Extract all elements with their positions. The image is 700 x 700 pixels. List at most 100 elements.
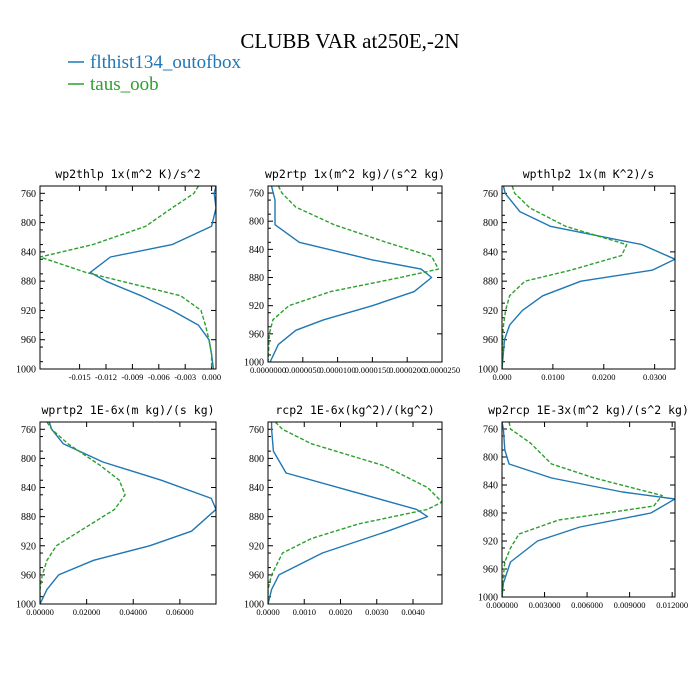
- plot-frame: [501, 185, 676, 370]
- y-tick-label: 960: [483, 565, 498, 576]
- series-line-taus-oob: [502, 186, 628, 369]
- x-tick-label: 0.0000100: [320, 365, 356, 375]
- y-tick-label: 960: [21, 570, 36, 581]
- x-tick-label: 0.0010: [293, 607, 316, 617]
- x-tick-label: -0.012: [95, 372, 117, 382]
- x-tick-label: -0.015: [69, 372, 91, 382]
- x-tick-label: 0.000000: [486, 600, 518, 610]
- legend-label-taus-oob: taus_oob: [90, 74, 159, 95]
- series-line-flthist134: [502, 422, 675, 597]
- y-tick-label: 840: [249, 483, 264, 494]
- panel-3: wpthlp2 1x(m K^2)/s 760 800 840 880 920 960 100…: [478, 167, 676, 382]
- y-tick-label: 800: [483, 453, 498, 464]
- y-tick-label: 1000: [244, 358, 264, 369]
- panel-5: rcp2 1E-6x(kg^2)/(kg^2) 760 800 840 880 920 96…: [244, 403, 443, 617]
- y-tick-label: 840: [249, 245, 264, 256]
- x-tick-label: 0.06000: [166, 607, 194, 617]
- panel-title: wp2rtp 1x(m^2 kg)/(s^2 kg): [265, 167, 445, 181]
- x-tick-label: 0.000: [202, 372, 221, 382]
- x-tick-label: -0.006: [148, 372, 170, 382]
- y-tick-label: 920: [483, 537, 498, 548]
- panel-title: wpthlp2 1x(m K^2)/s: [523, 167, 655, 181]
- x-tick-label: 0.0200: [592, 372, 615, 382]
- y-tick-label: 1000: [244, 600, 264, 611]
- legend-label-flthist134: flthist134_outofbox: [90, 52, 241, 73]
- plot-frame: [267, 185, 443, 363]
- y-tick-label: 760: [249, 425, 264, 436]
- panel-title: wp2thlp 1x(m^2 K)/s^2: [55, 167, 200, 181]
- y-tick-label: 800: [21, 218, 36, 229]
- series-line-flthist134: [268, 422, 429, 604]
- y-tick-label: 1000: [16, 365, 36, 376]
- y-tick-label: 960: [483, 335, 498, 346]
- plot-frame: [501, 421, 676, 598]
- legend: flthist134_outofbox taus_oob: [68, 52, 241, 95]
- x-tick-label: 0.0300: [643, 372, 666, 382]
- series-line-flthist134: [89, 186, 216, 369]
- x-tick-label: 0.0020: [329, 607, 352, 617]
- y-tick-label: 800: [21, 454, 36, 465]
- panel-4: wprtp2 1E-6x(m kg)/(s kg) 760 800 840 880 920…: [16, 403, 217, 617]
- y-tick-label: 920: [483, 306, 498, 317]
- y-tick-label: 960: [21, 335, 36, 346]
- y-tick-label: 760: [483, 189, 498, 200]
- y-tick-label: 760: [249, 189, 264, 200]
- y-tick-label: 800: [483, 218, 498, 229]
- x-tick-label: 0.00000: [26, 607, 54, 617]
- x-tick-label: 0.000: [492, 372, 511, 382]
- plot-frame: [39, 185, 217, 370]
- y-tick-label: 880: [483, 277, 498, 288]
- y-tick-label: 800: [249, 217, 264, 228]
- y-tick-label: 1000: [16, 600, 36, 611]
- x-tick-label: 0.0000050: [285, 365, 321, 375]
- series-line-taus-oob: [40, 186, 213, 369]
- panel-title: wp2rcp 1E-3x(m^2 kg)/(s^2 kg): [488, 403, 689, 417]
- y-tick-label: 840: [483, 481, 498, 492]
- y-tick-label: 760: [21, 425, 36, 436]
- x-tick-label: 0.0000150: [354, 365, 390, 375]
- y-tick-label: 840: [483, 247, 498, 258]
- series-line-taus-oob: [40, 422, 126, 604]
- y-tick-label: 880: [249, 512, 264, 523]
- panel-6: wp2rcp 1E-3x(m^2 kg)/(s^2 kg) 760 800 840 88…: [478, 403, 689, 610]
- y-tick-label: 1000: [478, 365, 498, 376]
- panel-title: wprtp2 1E-6x(m kg)/(s kg): [41, 403, 214, 417]
- panel-1: wp2thlp 1x(m^2 K)/s^2 760 800 840 880 920 960 1…: [16, 167, 221, 382]
- plot-frame: [39, 421, 217, 605]
- y-tick-label: 840: [21, 483, 36, 494]
- x-tick-label: -0.003: [174, 372, 196, 382]
- series-line-flthist134: [269, 186, 433, 362]
- y-tick-label: 840: [21, 247, 36, 258]
- y-tick-label: 880: [21, 277, 36, 288]
- y-tick-label: 960: [249, 329, 264, 340]
- x-tick-label: 0.0000000: [250, 365, 286, 375]
- panel-title: rcp2 1E-6x(kg^2)/(kg^2): [275, 403, 434, 417]
- x-tick-label: 0.009000: [614, 600, 646, 610]
- y-tick-label: 880: [483, 509, 498, 520]
- y-tick-label: 760: [21, 189, 36, 200]
- y-tick-label: 920: [21, 541, 36, 552]
- y-tick-label: 960: [249, 570, 264, 581]
- series-line-taus-oob: [502, 422, 663, 597]
- y-tick-label: 920: [21, 306, 36, 317]
- series-line-taus-oob: [268, 422, 442, 604]
- y-tick-label: 880: [21, 512, 36, 523]
- series-line-flthist134: [502, 186, 675, 369]
- x-tick-label: -0.009: [121, 372, 143, 382]
- figure-title: CLUBB VAR at250E,-2N: [240, 29, 459, 53]
- panels: wp2thlp 1x(m^2 K)/s^2 760 800 840 880 920 960 1…: [16, 167, 689, 617]
- x-tick-label: 0.0000: [256, 607, 279, 617]
- x-tick-label: 0.006000: [571, 600, 603, 610]
- y-tick-label: 800: [249, 454, 264, 465]
- x-tick-label: 0.02000: [73, 607, 101, 617]
- x-tick-label: 0.012000: [656, 600, 688, 610]
- x-tick-label: 0.0000250: [424, 365, 460, 375]
- series-line-taus-oob: [268, 186, 440, 362]
- plot-frame: [267, 421, 443, 605]
- y-tick-label: 1000: [478, 593, 498, 604]
- y-tick-label: 880: [249, 273, 264, 284]
- x-tick-label: 0.003000: [529, 600, 561, 610]
- x-tick-label: 0.04000: [119, 607, 147, 617]
